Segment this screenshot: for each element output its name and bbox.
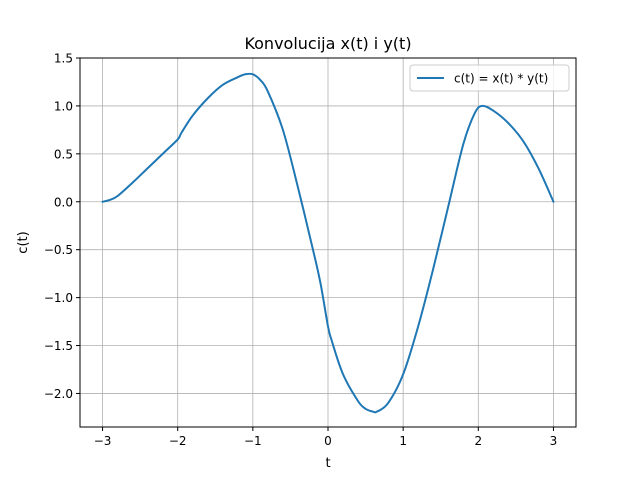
x-tick-label: −1 (244, 434, 262, 448)
x-tick-label: −2 (169, 434, 187, 448)
y-tick-label: −1.5 (44, 339, 73, 353)
x-tick-label: −3 (94, 434, 112, 448)
y-tick-label: 1.5 (54, 52, 73, 66)
chart-title: Konvolucija x(t) i y(t) (244, 34, 411, 53)
y-tick-label: 0.0 (54, 195, 73, 209)
x-tick-label: 0 (324, 434, 332, 448)
y-tick-label: 0.5 (54, 147, 73, 161)
y-axis-label: c(t) (16, 231, 31, 253)
x-axis-label: t (325, 456, 330, 471)
series-line (101, 72, 555, 414)
legend: c(t) = x(t) * y(t) (409, 64, 570, 92)
x-tick-label: 3 (550, 434, 558, 448)
legend-box (409, 64, 570, 92)
y-tick-label: −1.0 (44, 291, 73, 305)
y-axis-ticks: −2.0 −1.5 −1.0 −0.5 0.0 0.5 1.0 1.5 (44, 52, 80, 401)
y-tick-label: −0.5 (44, 243, 73, 257)
x-tick-label: 2 (474, 434, 482, 448)
series-layer (101, 72, 555, 414)
y-tick-label: 1.0 (54, 99, 73, 113)
x-axis-ticks: −3 −2 −1 0 1 2 3 (94, 427, 558, 448)
legend-label: c(t) = x(t) * y(t) (454, 72, 548, 86)
y-tick-label: −2.0 (44, 387, 73, 401)
x-tick-label: 1 (399, 434, 407, 448)
